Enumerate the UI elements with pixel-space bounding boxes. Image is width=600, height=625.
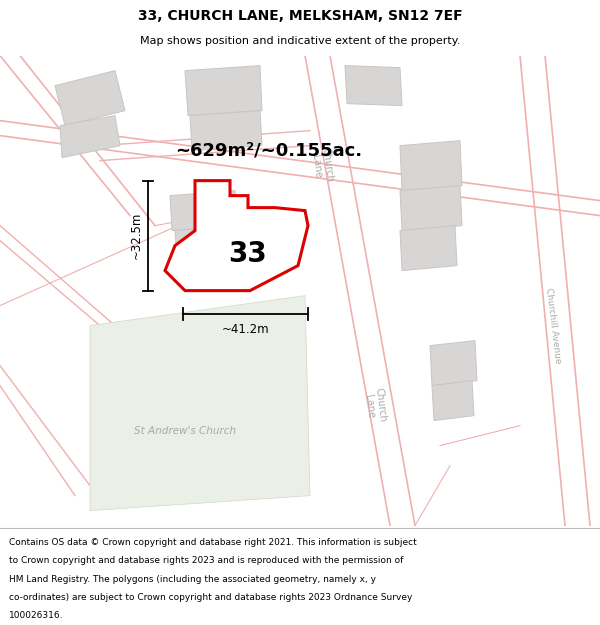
Polygon shape <box>165 181 308 291</box>
Text: St Andrew's Church: St Andrew's Church <box>134 426 236 436</box>
Polygon shape <box>400 141 462 191</box>
Text: 33: 33 <box>229 239 268 268</box>
Polygon shape <box>400 226 457 271</box>
Text: Map shows position and indicative extent of the property.: Map shows position and indicative extent… <box>140 36 460 46</box>
Text: Contains OS data © Crown copyright and database right 2021. This information is : Contains OS data © Crown copyright and d… <box>9 538 417 547</box>
Text: ~629m²/~0.155ac.: ~629m²/~0.155ac. <box>175 142 362 159</box>
Polygon shape <box>400 186 462 231</box>
Text: ~41.2m: ~41.2m <box>221 323 269 336</box>
Polygon shape <box>430 341 477 386</box>
Text: 33, CHURCH LANE, MELKSHAM, SN12 7EF: 33, CHURCH LANE, MELKSHAM, SN12 7EF <box>137 9 463 24</box>
Text: co-ordinates) are subject to Crown copyright and database rights 2023 Ordnance S: co-ordinates) are subject to Crown copyr… <box>9 593 412 602</box>
Polygon shape <box>55 71 125 126</box>
Polygon shape <box>190 111 262 151</box>
Polygon shape <box>60 116 120 158</box>
Text: Church
Lane: Church Lane <box>362 387 388 424</box>
Text: 100026316.: 100026316. <box>9 611 64 620</box>
Polygon shape <box>170 191 237 231</box>
Polygon shape <box>175 226 232 261</box>
Polygon shape <box>345 66 402 106</box>
Text: to Crown copyright and database rights 2023 and is reproduced with the permissio: to Crown copyright and database rights 2… <box>9 556 403 566</box>
Polygon shape <box>185 66 262 116</box>
Text: Church
Lane: Church Lane <box>309 147 335 184</box>
Polygon shape <box>90 296 310 511</box>
Text: HM Land Registry. The polygons (including the associated geometry, namely x, y: HM Land Registry. The polygons (includin… <box>9 574 376 584</box>
Polygon shape <box>432 381 474 421</box>
Text: Churchill Avenue: Churchill Avenue <box>544 287 562 364</box>
Text: ~32.5m: ~32.5m <box>130 212 143 259</box>
